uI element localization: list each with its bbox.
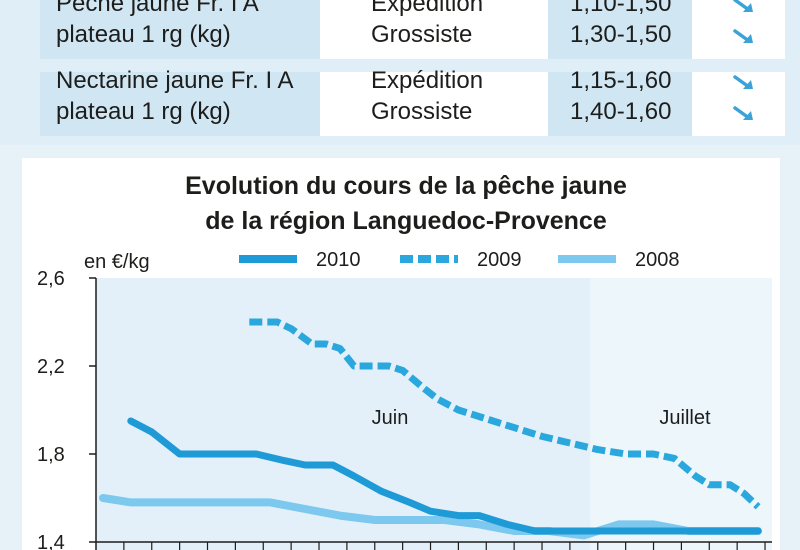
market-label: Expédition [371, 0, 484, 17]
legend-label: 2008 [635, 249, 680, 271]
product-cell [40, 72, 320, 136]
price-range: 1,40-1,60 [570, 98, 672, 125]
market-label: Grossiste [371, 98, 473, 125]
price-evolution-chart: Juin Juillet 1,4 1,8 2,2 2,6 Evolution du co… [37, 172, 772, 550]
trend-down-arrow-icon [732, 28, 758, 53]
y-tick-label: 2,2 [37, 356, 65, 378]
product-label: plateau 1 rg (kg) [56, 98, 231, 125]
period-label: Juillet [659, 407, 711, 429]
chart-title: Evolution du cours de la pêche jaune [185, 172, 627, 200]
y-tick-label: 2,6 [37, 268, 65, 290]
price-cell [548, 72, 692, 136]
market-label: Expédition [371, 67, 484, 94]
price-table: Pêche jaune Fr. I A plateau 1 rg (kg) Expé… [0, 0, 800, 145]
product-label: Nectarine jaune Fr. I A [56, 67, 294, 94]
table-row [40, 0, 785, 59]
period-band-juillet [590, 278, 772, 550]
series-line-2009 [249, 318, 761, 510]
price-cell [548, 0, 692, 59]
legend-label: 2010 [316, 249, 361, 271]
chart-panel: Juin Juillet 1,4 1,8 2,2 2,6 Evolution du co… [22, 158, 780, 550]
period-band-juin [96, 278, 591, 550]
market-label: Grossiste [371, 21, 473, 48]
trend-down-arrow-icon [732, 105, 758, 130]
y-tick-label: 1,8 [37, 444, 65, 466]
legend-label: 2009 [477, 249, 522, 271]
price-range: 1,30-1,50 [570, 21, 672, 48]
chart-subtitle: de la région Languedoc-Provence [205, 207, 607, 235]
price-range: 1,15-1,60 [570, 67, 672, 94]
trend-down-arrow-icon [732, 74, 758, 99]
table-row [40, 72, 785, 136]
series-line-2008 [99, 494, 763, 540]
product-label: Pêche jaune Fr. I A [56, 0, 259, 17]
price-range: 1,10-1,50 [570, 0, 672, 17]
series-line-2010 [127, 417, 762, 535]
product-label: plateau 1 rg (kg) [56, 21, 231, 48]
y-tick-label: 1,4 [37, 532, 65, 550]
trend-down-arrow-icon [732, 0, 758, 22]
period-label: Juin [372, 407, 409, 429]
product-cell [40, 0, 320, 59]
y-axis-label: en €/kg [84, 251, 150, 273]
